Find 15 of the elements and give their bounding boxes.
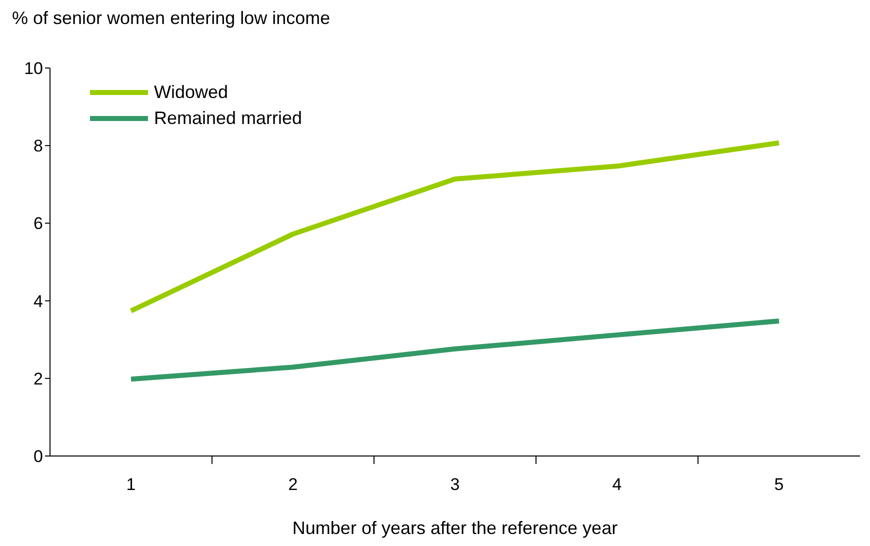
legend-label: Remained married: [154, 108, 302, 128]
y-tick-label: 6: [34, 214, 43, 234]
y-axis-title: % of senior women entering low income: [12, 8, 330, 29]
y-tick-label: 2: [34, 369, 43, 388]
x-tick-label: 2: [288, 475, 298, 494]
x-axis-title: Number of years after the reference year: [292, 518, 618, 538]
x-tick-label: 3: [450, 475, 460, 494]
y-tick-label: 8: [34, 136, 43, 156]
y-tick-label: 0: [34, 447, 43, 466]
x-tick-label: 5: [774, 475, 784, 494]
x-tick-label: 1: [126, 475, 136, 494]
legend-label: Widowed: [154, 82, 228, 102]
x-tick-label: 4: [612, 475, 622, 494]
y-tick-label: 10: [24, 59, 43, 78]
y-tick-label: 4: [34, 292, 43, 311]
